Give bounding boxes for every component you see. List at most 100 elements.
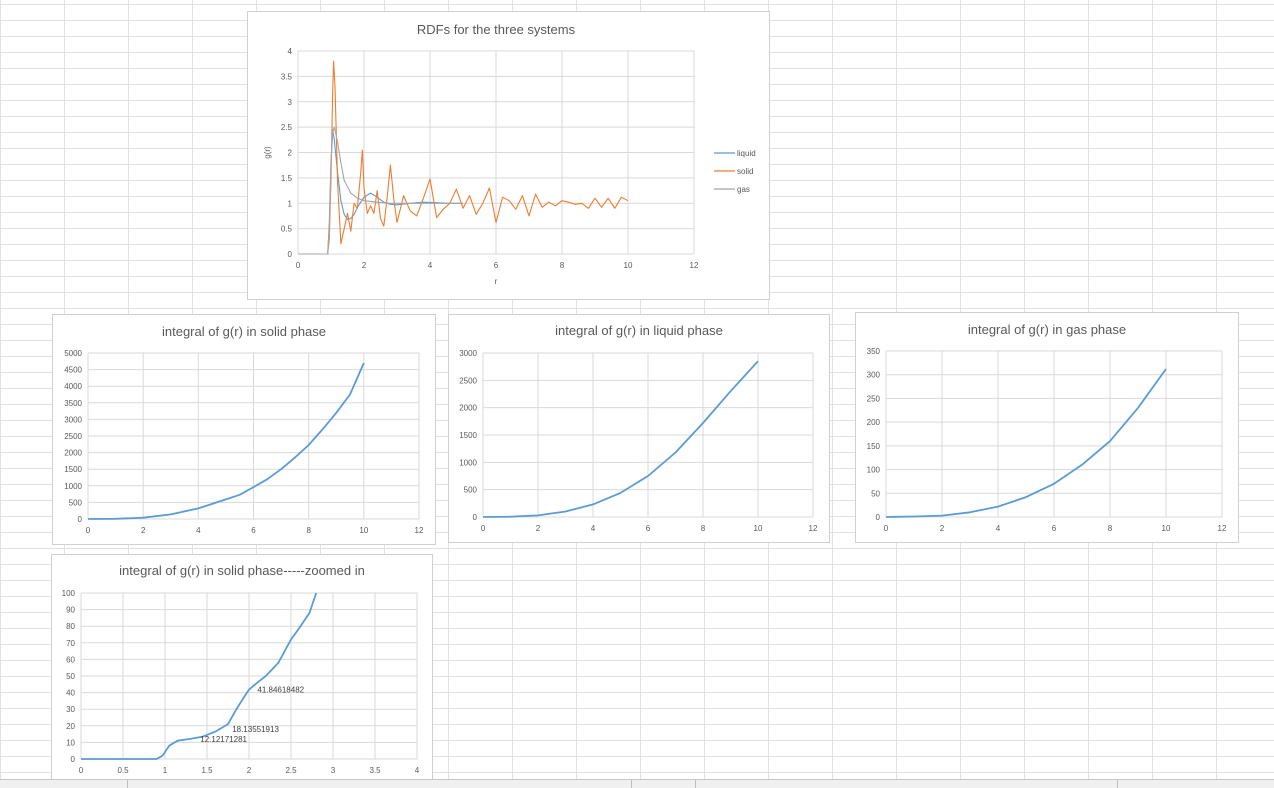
y-axis-label: g(r) — [263, 146, 272, 159]
y-tick-label: 300 — [867, 371, 881, 380]
x-tick-label: 10 — [754, 524, 763, 533]
x-tick-label: 0 — [86, 526, 91, 535]
series-line-integral — [886, 368, 1167, 518]
x-tick-label: 4 — [428, 261, 433, 270]
solid-integral-zoomed-chart[interactable]: integral of g(r) in solid phase-----zoom… — [51, 554, 433, 781]
bottom-bar-divider — [695, 780, 696, 788]
solid-integral-chart[interactable]: integral of g(r) in solid phase 0 500 1000 1… — [52, 314, 436, 545]
x-tick-label: 6 — [494, 261, 499, 270]
chart-title: integral of g(r) in solid phase — [162, 324, 326, 339]
chart-title: integral of g(r) in gas phase — [968, 322, 1126, 337]
x-tick-label: 2 — [940, 524, 945, 533]
series-line-gas — [298, 126, 463, 255]
y-tick-label: 0 — [876, 513, 881, 522]
y-tick-label: 0 — [78, 515, 83, 524]
bottom-bar-divider — [631, 780, 632, 788]
chart-title: integral of g(r) in solid phase-----zoom… — [119, 563, 365, 578]
chart-svg: RDFs for the three systems 0 0.5 1 1.5 2 2.5 3 3… — [263, 22, 756, 286]
x-tick-label: 1 — [163, 766, 168, 775]
y-tick-label: 70 — [66, 639, 75, 648]
liquid-integral-chart[interactable]: integral of g(r) in liquid phase 0 500 1000… — [448, 314, 830, 543]
x-tick-label: 12 — [415, 526, 424, 535]
data-label: 18.13551913 — [232, 725, 279, 734]
y-tick-label: 350 — [867, 347, 881, 356]
x-tick-label: 8 — [560, 261, 565, 270]
x-tick-label: 12 — [690, 261, 699, 270]
y-tick-label: 2500 — [459, 376, 477, 385]
y-tick-label: 10 — [66, 738, 75, 747]
x-tick-label: 8 — [701, 524, 706, 533]
y-tick-label: 0 — [473, 513, 478, 522]
x-tick-label: 2 — [141, 526, 146, 535]
y-tick-label: 250 — [867, 394, 881, 403]
data-label: 12.12171281 — [200, 735, 247, 744]
sheet-bottom-bar — [0, 779, 1274, 788]
x-tick-label: 10 — [359, 526, 368, 535]
bottom-bar-divider — [127, 780, 128, 788]
y-tick-label: 2000 — [64, 449, 82, 458]
y-tick-label: 4 — [288, 47, 293, 56]
x-tick-label: 12 — [809, 524, 818, 533]
y-tick-label: 4500 — [64, 366, 82, 375]
x-tick-label: 3.5 — [369, 766, 381, 775]
y-tick-label: 2 — [288, 149, 293, 158]
chart-title: integral of g(r) in liquid phase — [555, 323, 723, 338]
y-tick-label: 100 — [867, 466, 881, 475]
y-tick-label: 40 — [66, 689, 75, 698]
x-tick-label: 3 — [331, 766, 336, 775]
x-tick-label: 0 — [79, 766, 84, 775]
y-tick-label: 1000 — [64, 482, 82, 491]
x-tick-label: 0.5 — [117, 766, 129, 775]
y-tick-label: 0.5 — [281, 225, 293, 234]
y-tick-label: 100 — [62, 589, 76, 598]
x-tick-label: 0 — [296, 261, 301, 270]
y-tick-label: 60 — [66, 655, 75, 664]
x-axis-label: r — [495, 277, 498, 286]
y-tick-label: 1 — [288, 199, 293, 208]
data-label: 41.84618482 — [257, 686, 304, 695]
y-tick-label: 2.5 — [281, 123, 293, 132]
x-tick-label: 4 — [996, 524, 1001, 533]
y-tick-label: 1500 — [459, 431, 477, 440]
x-tick-label: 10 — [624, 261, 633, 270]
y-tick-label: 90 — [66, 606, 75, 615]
x-tick-label: 4 — [591, 524, 596, 533]
x-tick-label: 4 — [196, 526, 201, 535]
x-tick-label: 6 — [646, 524, 651, 533]
y-tick-label: 2500 — [64, 432, 82, 441]
y-tick-label: 500 — [69, 498, 83, 507]
y-tick-label: 4000 — [64, 382, 82, 391]
y-tick-label: 0 — [288, 250, 293, 259]
series-line-solid — [298, 60, 629, 255]
x-tick-label: 2 — [362, 261, 367, 270]
x-tick-label: 2 — [536, 524, 541, 533]
x-tick-label: 2 — [247, 766, 252, 775]
y-tick-label: 3 — [288, 98, 293, 107]
series-line-integral — [81, 592, 318, 760]
y-tick-label: 50 — [66, 672, 75, 681]
gas-integral-chart[interactable]: integral of g(r) in gas phase 0 50 100 150 20… — [855, 312, 1239, 543]
chart-svg: integral of g(r) in solid phase-----zoom… — [62, 563, 420, 775]
y-tick-label: 3000 — [64, 415, 82, 424]
x-tick-label: 1.5 — [201, 766, 213, 775]
chart-svg: integral of g(r) in gas phase05010015020… — [867, 322, 1227, 533]
y-tick-label: 1.5 — [281, 174, 293, 183]
rdf-chart[interactable]: RDFs for the three systems 0 0.5 1 1.5 2 2.5 3 3… — [247, 11, 770, 300]
y-tick-label: 1500 — [64, 465, 82, 474]
x-tick-label: 8 — [1108, 524, 1113, 533]
y-tick-label: 30 — [66, 705, 75, 714]
y-tick-label: 0 — [71, 755, 76, 764]
y-tick-label: 500 — [464, 486, 478, 495]
y-tick-label: 3.5 — [281, 72, 293, 81]
legend-label: gas — [737, 185, 750, 194]
x-tick-label: 0 — [884, 524, 889, 533]
x-tick-label: 4 — [415, 766, 420, 775]
y-tick-label: 5000 — [64, 349, 82, 358]
y-tick-label: 150 — [867, 442, 881, 451]
x-tick-label: 10 — [1162, 524, 1171, 533]
y-tick-label: 20 — [66, 722, 75, 731]
legend-label: liquid — [737, 149, 756, 158]
chart-title: RDFs for the three systems — [417, 22, 576, 37]
y-tick-label: 3000 — [459, 349, 477, 358]
bottom-bar-divider — [1117, 780, 1118, 788]
